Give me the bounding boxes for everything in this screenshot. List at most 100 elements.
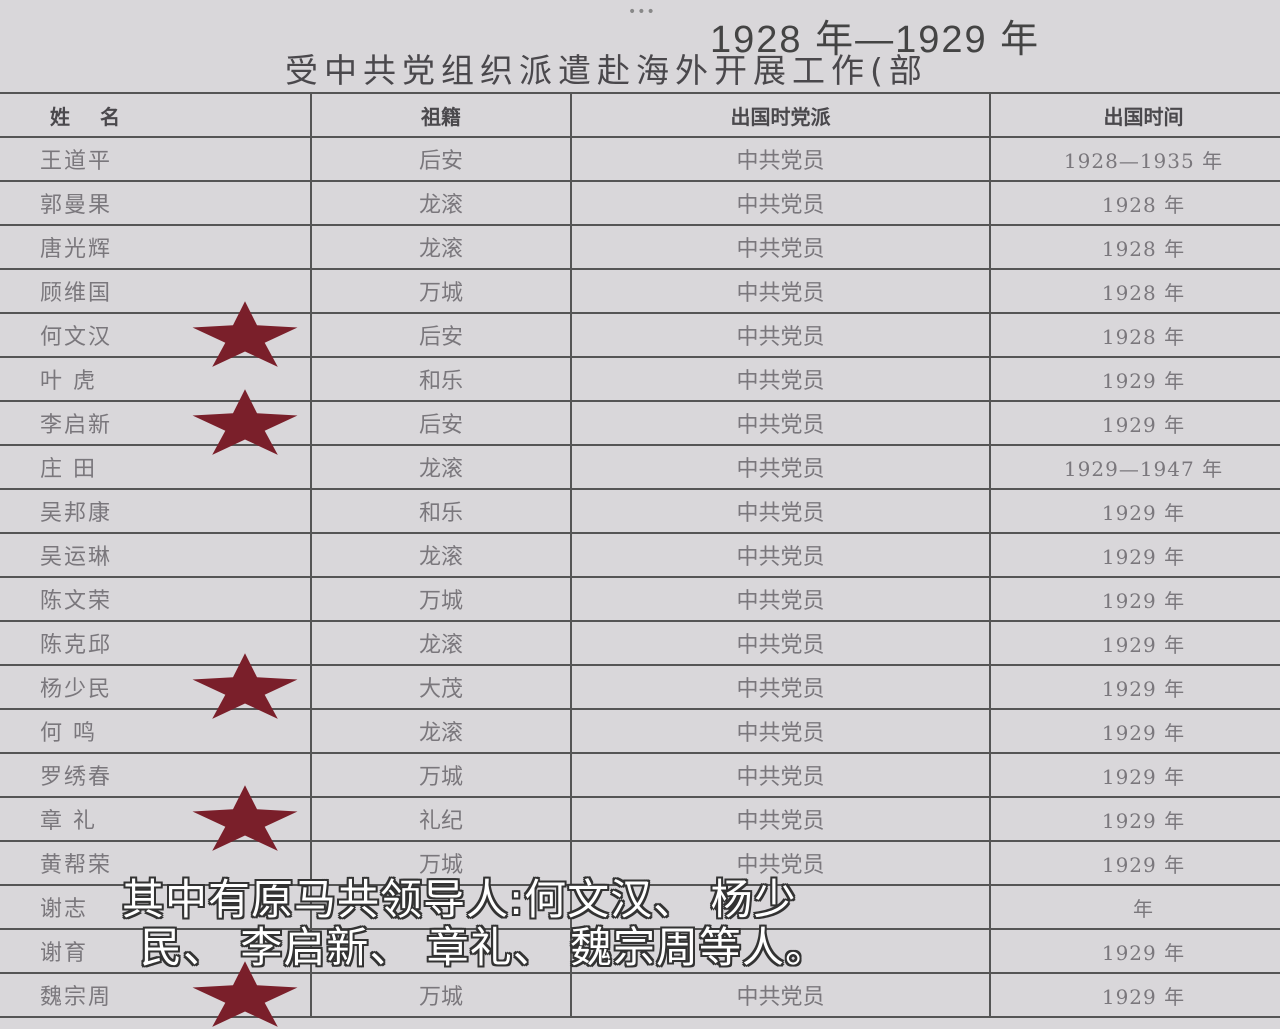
origin-cell: 龙滚 <box>310 532 572 578</box>
table-row: 谢育 1929 年 <box>0 928 1280 974</box>
col-name: 姓名 <box>0 92 312 138</box>
table-row: 吴邦康 和乐 中共党员 1929 年 <box>0 488 1280 534</box>
subtitle-line-2: 民、 李启新、 章礼、 魏宗周等人。 <box>140 923 829 972</box>
table-row: 庄 田龙滚 中共党员 1929—1947 年 <box>0 444 1280 490</box>
table-row: 章 礼礼纪 中共党员 1929 年 <box>0 796 1280 842</box>
time-cell: 1928 年 <box>989 224 1280 270</box>
table-row: 谢志 年 <box>0 884 1280 930</box>
time-cell: 1929 年 <box>989 840 1280 886</box>
party-cell: 中共党员 <box>570 620 991 666</box>
table-row: 黄帮荣 万城 中共党员 1929 年 <box>0 840 1280 886</box>
origin-cell: 后安 <box>310 400 572 446</box>
col-party: 出国时党派 <box>570 92 991 138</box>
red-star-icon <box>192 653 298 719</box>
subtitle-line-1: 其中有原马共领导人:何文汉、 杨少 <box>122 875 797 924</box>
time-cell: 1929 年 <box>989 708 1280 754</box>
members-table: 姓名 祖籍 出国时党派 出国时间 王道平 后安 中共党员 1928—1935 年郭曼果… <box>0 92 1280 1018</box>
party-cell: 中共党员 <box>570 664 991 710</box>
party-cell: 中共党员 <box>570 268 991 314</box>
time-cell: 年 <box>989 884 1280 930</box>
party-cell: 中共党员 <box>570 400 991 446</box>
name-cell: 顾维国 <box>0 268 312 314</box>
name-cell: 陈文荣 <box>0 576 312 622</box>
origin-cell: 万城 <box>310 752 572 798</box>
party-cell: 中共党员 <box>570 312 991 358</box>
name-cell: 谢志 <box>0 884 312 930</box>
table-row: 何文汉 后安 中共党员 1928 年 <box>0 312 1280 358</box>
origin-cell: 龙滚 <box>310 224 572 270</box>
name-cell: 何 鸣 <box>0 708 312 754</box>
origin-cell: 万城 <box>310 576 572 622</box>
party-cell <box>570 928 991 974</box>
time-cell: 1929 年 <box>989 576 1280 622</box>
name-cell: 吴邦康 <box>0 488 312 534</box>
party-cell: 中共党员 <box>570 180 991 226</box>
origin-cell: 后安 <box>310 136 572 182</box>
time-cell: 1929 年 <box>989 488 1280 534</box>
origin-cell <box>310 928 572 974</box>
party-cell: 中共党员 <box>570 488 991 534</box>
party-cell: 中共党员 <box>570 224 991 270</box>
origin-cell: 万城 <box>310 268 572 314</box>
name-cell: 王道平 <box>0 136 312 182</box>
time-cell: 1929 年 <box>989 532 1280 578</box>
red-star-icon <box>192 785 298 851</box>
table-row: 王道平 后安 中共党员 1928—1935 年 <box>0 136 1280 182</box>
party-cell: 中共党员 <box>570 532 991 578</box>
origin-cell: 和乐 <box>310 356 572 402</box>
origin-cell: 万城 <box>310 972 572 1018</box>
time-cell: 1929 年 <box>989 356 1280 402</box>
time-cell: 1929 年 <box>989 796 1280 842</box>
title-years: 1928 年—1929 年 <box>710 19 1041 61</box>
table-row: 吴运琳 龙滚 中共党员 1929 年 <box>0 532 1280 578</box>
origin-cell <box>310 884 572 930</box>
time-cell: 1929 年 <box>989 752 1280 798</box>
origin-cell: 和乐 <box>310 488 572 534</box>
red-star-icon <box>192 301 298 367</box>
party-cell: 中共党员 <box>570 796 991 842</box>
party-cell: 中共党员 <box>570 136 991 182</box>
col-time: 出国时间 <box>989 92 1280 138</box>
name-cell: 罗绣春 <box>0 752 312 798</box>
party-cell: 中共党员 <box>570 840 991 886</box>
table-row: 陈文荣 万城 中共党员 1929 年 <box>0 576 1280 622</box>
time-cell: 1929—1947 年 <box>989 444 1280 490</box>
table-header: 姓名 祖籍 出国时党派 出国时间 <box>0 92 1280 138</box>
red-star-icon <box>192 961 298 1027</box>
time-cell: 1928 年 <box>989 180 1280 226</box>
table-row: 唐光辉 龙滚 中共党员 1928 年 <box>0 224 1280 270</box>
time-cell: 1928 年 <box>989 268 1280 314</box>
party-cell: 中共党员 <box>570 752 991 798</box>
origin-cell: 龙滚 <box>310 708 572 754</box>
name-cell: 庄 田 <box>0 444 312 490</box>
table-row: 叶 虎和乐 中共党员 1929 年 <box>0 356 1280 402</box>
time-cell: 1928 年 <box>989 312 1280 358</box>
origin-cell: 万城 <box>310 840 572 886</box>
name-cell: 谢育 <box>0 928 312 974</box>
table-row: 陈克邱 龙滚 中共党员 1929 年 <box>0 620 1280 666</box>
origin-cell: 大茂 <box>310 664 572 710</box>
table-row: 顾维国 万城 中共党员 1928 年 <box>0 268 1280 314</box>
party-cell: 中共党员 <box>570 708 991 754</box>
origin-cell: 后安 <box>310 312 572 358</box>
name-cell: 黄帮荣 <box>0 840 312 886</box>
time-cell: 1929 年 <box>989 400 1280 446</box>
time-cell: 1929 年 <box>989 620 1280 666</box>
table-row: 魏宗周 万城 中共党员 1929 年 <box>0 972 1280 1018</box>
title-main: 受中共党组织派遣赴海外开展工作(部 <box>285 51 928 90</box>
party-cell: 中共党员 <box>570 972 991 1018</box>
name-cell: 叶 虎 <box>0 356 312 402</box>
red-star-icon <box>192 389 298 455</box>
table-row: 何 鸣龙滚 中共党员 1929 年 <box>0 708 1280 754</box>
origin-cell: 礼纪 <box>310 796 572 842</box>
party-cell <box>570 884 991 930</box>
party-cell: 中共党员 <box>570 356 991 402</box>
col-origin: 祖籍 <box>310 92 572 138</box>
time-cell: 1929 年 <box>989 972 1280 1018</box>
table-row: 李启新 后安 中共党员 1929 年 <box>0 400 1280 446</box>
name-cell: 唐光辉 <box>0 224 312 270</box>
party-cell: 中共党员 <box>570 444 991 490</box>
origin-cell: 龙滚 <box>310 620 572 666</box>
origin-cell: 龙滚 <box>310 180 572 226</box>
name-cell: 吴运琳 <box>0 532 312 578</box>
